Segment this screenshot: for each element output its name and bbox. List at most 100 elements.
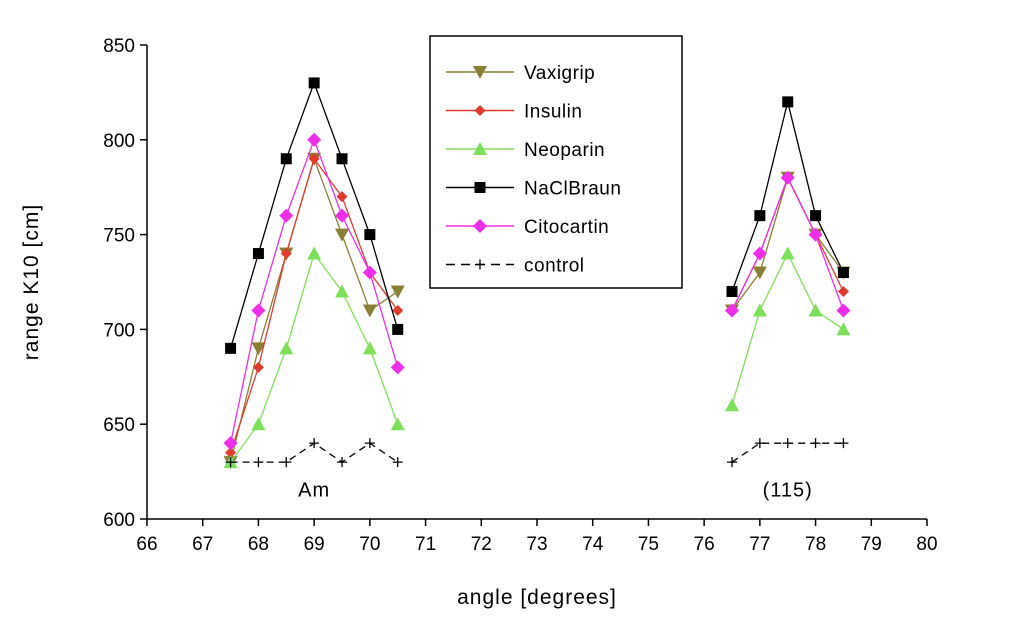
data-point — [307, 246, 322, 260]
data-point — [390, 360, 405, 375]
data-point — [782, 438, 793, 449]
data-point — [279, 341, 294, 355]
series-line — [731, 175, 844, 311]
data-point — [251, 417, 266, 431]
data-point — [280, 153, 292, 165]
y-tick-label: 750 — [103, 226, 135, 247]
data-point — [782, 96, 794, 108]
data-point — [223, 436, 238, 451]
data-point — [390, 417, 405, 431]
data-point — [392, 323, 404, 335]
data-point — [392, 304, 404, 316]
x-tick-label: 72 — [471, 534, 492, 555]
series-control — [225, 438, 849, 468]
data-point — [754, 438, 765, 449]
data-point — [279, 208, 294, 223]
data-point — [780, 170, 795, 185]
data-point — [307, 132, 322, 147]
x-tick-label: 71 — [415, 534, 436, 555]
data-point — [837, 285, 849, 297]
x-tick-label: 74 — [582, 534, 604, 555]
y-tick-label: 800 — [103, 131, 135, 152]
data-point — [253, 457, 264, 468]
annotation-label: Am — [298, 480, 330, 502]
data-point — [364, 438, 375, 449]
data-point — [362, 304, 377, 318]
data-point — [225, 342, 237, 354]
plot-area: 66 67 68 69 70 71 72 73 74 75 76 77 78 79 80 600 650 700… — [103, 36, 937, 555]
data-point — [837, 267, 849, 279]
data-point — [780, 246, 795, 260]
series-naclbraun — [225, 77, 849, 354]
legend-label: Neoparin — [524, 140, 605, 161]
data-point — [362, 341, 377, 355]
legend-marker — [473, 66, 487, 79]
data-point — [335, 228, 349, 242]
y-tick-label: 700 — [103, 320, 135, 341]
y-axis-title: range K10 [cm] — [20, 204, 43, 360]
data-point — [225, 457, 236, 468]
data-point — [308, 77, 320, 89]
data-point — [726, 285, 738, 297]
data-point — [336, 153, 348, 165]
annotations: Am (115) — [298, 480, 813, 502]
x-tick-label: 79 — [861, 534, 882, 555]
x-tick-label: 66 — [136, 534, 157, 555]
y-tick-label: 850 — [103, 36, 135, 57]
data-point — [251, 303, 266, 318]
y-axis-ticks: 600 650 700 750 800 850 — [103, 36, 147, 531]
data-point — [725, 398, 739, 412]
data-point — [335, 284, 349, 298]
x-tick-label: 78 — [805, 534, 826, 555]
data-point — [335, 208, 349, 223]
legend-entry: Citocartin — [446, 217, 609, 238]
data-point — [252, 248, 264, 260]
data-point — [752, 246, 767, 261]
legend-label: control — [524, 256, 585, 277]
legend-entry: Vaxigrip — [446, 63, 595, 84]
data-point — [252, 361, 264, 373]
series-line — [731, 176, 844, 311]
data-point — [810, 210, 822, 222]
legend-entry: Neoparin — [446, 140, 605, 161]
data-point — [225, 447, 237, 459]
data-point — [309, 438, 320, 449]
data-point — [754, 210, 766, 222]
data-point — [308, 153, 320, 165]
data-point — [727, 457, 737, 468]
annotation-label: (115) — [763, 480, 813, 502]
legend-entry: Insulin — [446, 102, 582, 123]
data-point — [337, 457, 347, 468]
data-point — [752, 303, 767, 317]
x-axis-title: angle [degrees] — [457, 586, 617, 609]
data-point — [838, 438, 849, 449]
legend-box — [429, 35, 683, 289]
data-point — [392, 457, 403, 468]
legend-label: NaClBraun — [524, 179, 621, 200]
legend-entries: Vaxigrip Insulin Neoparin NaClBraun Citocart… — [446, 63, 621, 277]
x-tick-label: 73 — [526, 534, 547, 555]
x-tick-label: 76 — [694, 534, 715, 555]
legend-marker — [474, 105, 486, 116]
data-point — [390, 285, 405, 299]
data-point — [251, 342, 266, 356]
x-tick-label: 75 — [638, 534, 659, 555]
data-point — [336, 191, 348, 203]
legend-label: Citocartin — [524, 217, 609, 238]
y-tick-label: 600 — [103, 510, 135, 531]
legend-label: Vaxigrip — [524, 63, 595, 84]
series-layer — [223, 77, 851, 470]
legend: Vaxigrip Insulin Neoparin NaClBraun Citocart… — [429, 35, 683, 289]
series-line — [229, 137, 399, 444]
x-tick-label: 69 — [304, 534, 325, 555]
y-tick-label: 650 — [103, 415, 135, 436]
data-point — [808, 227, 823, 242]
series-line — [731, 176, 845, 311]
data-point — [364, 229, 376, 241]
legend-marker — [473, 219, 487, 233]
legend-label: Insulin — [524, 102, 582, 123]
data-point — [725, 303, 739, 318]
legend-marker — [473, 142, 487, 155]
data-point — [808, 303, 823, 317]
